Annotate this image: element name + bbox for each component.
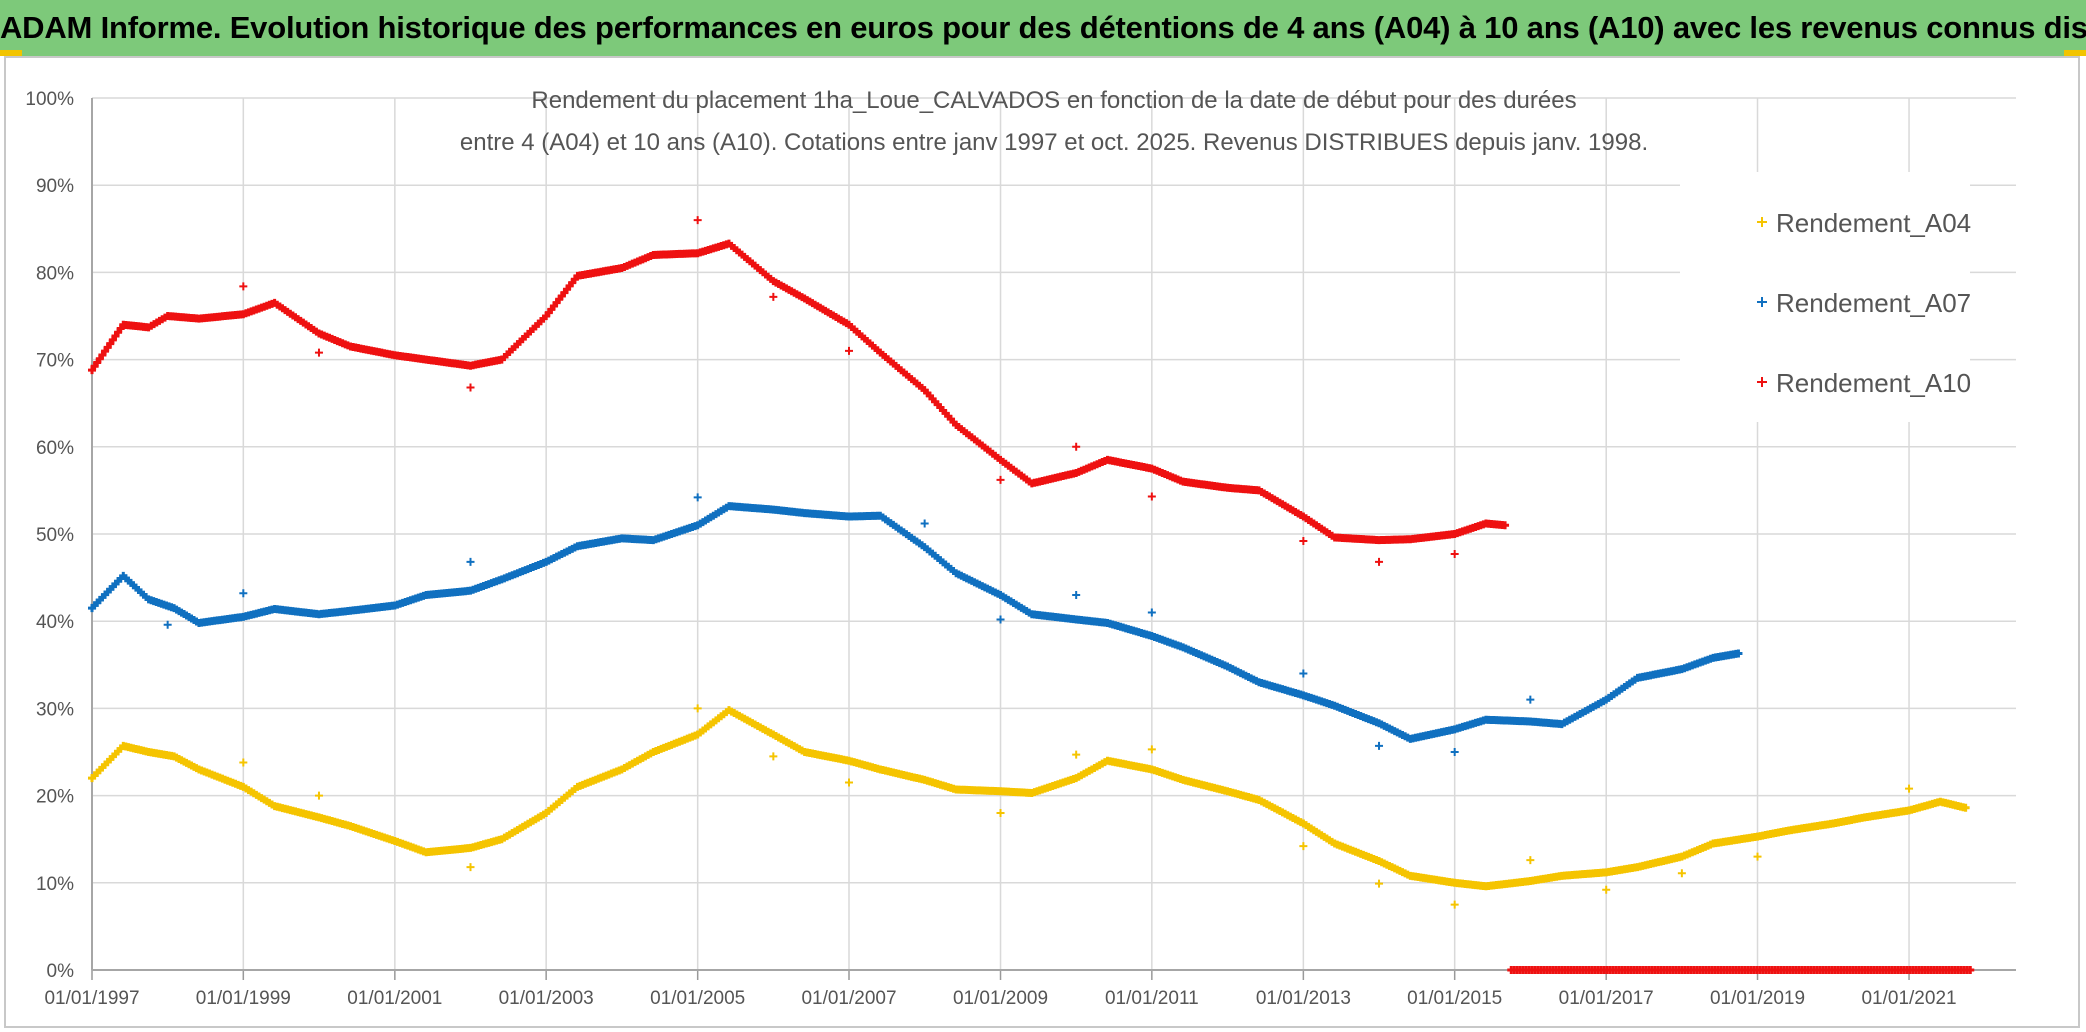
outlier-point — [693, 493, 702, 502]
outlier-point — [1147, 608, 1156, 617]
outlier-point — [1072, 591, 1081, 600]
data-point — [1734, 649, 1743, 658]
outlier-point — [1072, 750, 1081, 759]
data-point — [1501, 521, 1510, 530]
x-tick-label: 01/01/2005 — [650, 988, 745, 1009]
x-tick-label: 01/01/2011 — [1105, 988, 1199, 1009]
outlier-point — [239, 758, 248, 767]
outlier-point — [1450, 748, 1459, 756]
x-tick-label: 01/01/2003 — [499, 988, 594, 1009]
x-tick-label: 01/01/2015 — [1407, 988, 1502, 1009]
legend-marker — [1757, 377, 1767, 387]
outlier-point — [769, 752, 778, 761]
outlier-point — [1375, 557, 1384, 566]
outlier-point — [1072, 442, 1081, 451]
outlier-point — [466, 863, 475, 872]
outlier-point — [1375, 741, 1384, 750]
outlier-point — [163, 620, 172, 629]
y-tick-label: 100% — [25, 89, 74, 110]
outlier-point — [1450, 900, 1459, 909]
y-tick-label: 60% — [36, 438, 74, 459]
outlier-point — [1905, 784, 1914, 793]
outlier-point — [314, 348, 323, 357]
y-tick-label: 20% — [36, 787, 74, 808]
legend-label: Rendement_A07 — [1776, 288, 1971, 318]
outlier-point — [844, 778, 853, 787]
outlier-point — [920, 519, 929, 528]
outlier-point — [239, 282, 248, 291]
outlier-point — [1299, 536, 1308, 545]
page-title: ADAM Informe. Evolution historique des p… — [0, 10, 2086, 45]
x-tick-label: 01/01/1997 — [44, 988, 139, 1009]
data-point — [1961, 803, 1970, 812]
x-tick-label: 01/01/2017 — [1559, 988, 1654, 1009]
y-tick-label: 40% — [36, 612, 74, 633]
series-Rendement_A07 — [88, 493, 1743, 756]
legend-marker — [1757, 217, 1767, 227]
outlier-point — [1526, 856, 1535, 865]
outlier-point — [239, 589, 248, 598]
frame-corner-right — [2064, 50, 2086, 56]
outlier-point — [996, 809, 1005, 818]
outlier-point — [1147, 492, 1156, 501]
outlier-point — [844, 346, 853, 355]
outlier-point — [1526, 695, 1535, 704]
outlier-point — [466, 383, 475, 392]
outlier-point — [1450, 550, 1459, 559]
chart-title-line2: entre 4 (A04) et 10 ans (A10). Cotations… — [460, 129, 1648, 156]
y-tick-label: 90% — [36, 176, 74, 197]
legend-background — [1680, 172, 1970, 422]
x-tick-label: 01/01/2001 — [347, 988, 442, 1009]
outlier-point — [1375, 879, 1384, 888]
y-tick-label: 70% — [36, 351, 74, 372]
outlier-point — [1753, 852, 1762, 861]
x-tick-label: 01/01/2019 — [1710, 988, 1805, 1009]
outlier-point — [466, 557, 475, 566]
outlier-point — [1147, 745, 1156, 754]
x-tick-label: 01/01/2007 — [801, 988, 896, 1009]
y-tick-label: 80% — [36, 263, 74, 284]
outlier-point — [693, 216, 702, 225]
x-tick-label: 01/01/1999 — [196, 988, 291, 1009]
outlier-point — [1602, 885, 1611, 894]
outlier-point — [693, 704, 702, 713]
x-tick-label: 01/01/2009 — [953, 988, 1048, 1009]
chart-title-line1: Rendement du placement 1ha_Loue_CALVADOS… — [531, 87, 1576, 114]
zero-point — [1966, 966, 1975, 974]
legend-label: Rendement_A04 — [1776, 208, 1971, 238]
y-tick-label: 10% — [36, 874, 74, 895]
outlier-point — [996, 615, 1005, 624]
outlier-point — [314, 791, 323, 800]
legend-label: Rendement_A10 — [1776, 368, 1971, 398]
y-tick-label: 0% — [47, 961, 75, 982]
y-tick-label: 50% — [36, 525, 74, 546]
outlier-point — [1677, 869, 1686, 878]
y-tick-label: 30% — [36, 699, 74, 720]
x-tick-label: 01/01/2013 — [1256, 988, 1351, 1009]
outlier-point — [996, 475, 1005, 484]
series-Rendement_A10 — [88, 216, 1975, 974]
outlier-point — [1299, 669, 1308, 678]
series-Rendement_A04 — [88, 704, 1970, 909]
frame-corner-left — [0, 50, 22, 56]
outlier-point — [1299, 842, 1308, 851]
legend-marker — [1757, 297, 1767, 307]
outlier-point — [769, 292, 778, 301]
x-tick-label: 01/01/2021 — [1861, 988, 1956, 1009]
header-banner — [0, 0, 2086, 56]
